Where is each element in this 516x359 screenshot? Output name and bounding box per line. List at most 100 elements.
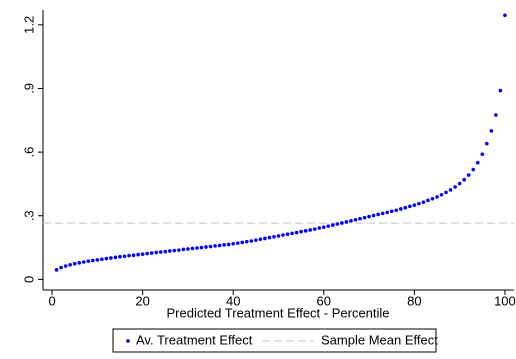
point: [86, 259, 91, 263]
point: [389, 209, 394, 214]
x-tick-label: 80: [407, 293, 421, 308]
point: [177, 248, 181, 252]
point: [54, 268, 59, 272]
point: [77, 261, 82, 265]
y-tick-label: .6: [21, 147, 36, 158]
point: [435, 195, 439, 199]
point: [136, 252, 140, 257]
point: [485, 141, 489, 146]
point: [244, 239, 249, 244]
point: [109, 256, 113, 260]
point: [276, 234, 281, 238]
x-tick-label: 100: [494, 293, 516, 308]
point: [503, 13, 507, 18]
y-tick-label: 0: [21, 276, 36, 283]
point: [231, 241, 236, 246]
point: [68, 262, 72, 267]
point: [326, 224, 331, 228]
point: [408, 204, 412, 209]
point: [380, 211, 385, 216]
point: [403, 205, 408, 210]
point: [448, 188, 453, 192]
point: [91, 258, 95, 263]
point: [494, 113, 498, 117]
point: [235, 241, 240, 245]
point: [199, 245, 204, 250]
point: [131, 253, 136, 258]
point: [195, 246, 199, 250]
point: [145, 251, 149, 256]
point: [226, 242, 231, 247]
point: [417, 201, 421, 206]
legend-label: Av. Treatment Effect: [136, 332, 253, 347]
point: [394, 208, 399, 213]
point: [118, 254, 122, 259]
point: [290, 231, 294, 236]
point: [303, 229, 308, 233]
point: [163, 249, 168, 254]
point: [122, 254, 127, 259]
point: [149, 251, 154, 255]
point: [208, 244, 213, 249]
point: [190, 246, 195, 251]
point: [217, 243, 222, 248]
point: [72, 261, 77, 266]
point: [258, 237, 263, 242]
point: [457, 181, 462, 186]
point: [385, 210, 389, 215]
point: [335, 222, 340, 226]
point: [95, 258, 100, 262]
x-tick-label: 60: [317, 293, 331, 308]
point: [294, 230, 299, 235]
point: [353, 217, 358, 222]
point: [63, 264, 68, 268]
point: [281, 233, 285, 237]
point: [285, 232, 290, 237]
point: [466, 173, 471, 177]
point: [489, 129, 494, 133]
point: [371, 213, 376, 218]
point: [140, 252, 145, 256]
point: [362, 215, 367, 220]
point: [430, 196, 435, 201]
point: [358, 216, 362, 221]
point: [376, 212, 380, 217]
point: [213, 244, 217, 248]
point: [186, 247, 190, 251]
point: [254, 238, 258, 242]
point: [471, 167, 476, 172]
point: [113, 255, 118, 260]
point: [444, 190, 448, 195]
point: [312, 227, 317, 231]
legend-marker: [126, 339, 130, 343]
point: [439, 192, 444, 197]
point: [475, 160, 480, 165]
point: [426, 198, 430, 203]
point: [81, 260, 86, 264]
point: [340, 221, 344, 225]
point: [498, 88, 503, 93]
x-tick-label: 40: [226, 293, 240, 308]
point: [181, 247, 186, 252]
point: [421, 200, 426, 204]
point: [222, 243, 226, 247]
point: [462, 177, 466, 182]
point: [321, 225, 326, 230]
point: [249, 239, 254, 243]
point: [344, 220, 349, 224]
point: [267, 235, 272, 240]
point: [263, 236, 267, 241]
point: [453, 185, 457, 189]
legend-label: Sample Mean Effect: [321, 332, 438, 347]
point: [349, 219, 353, 223]
point: [158, 250, 163, 254]
point: [299, 229, 303, 234]
point: [172, 248, 177, 253]
y-tick-label: .9: [21, 83, 36, 94]
point: [100, 257, 104, 262]
x-axis-label: Predicted Treatment Effect - Percentile: [166, 305, 389, 320]
y-tick-label: .3: [21, 210, 36, 221]
point: [398, 207, 403, 211]
point: [331, 223, 335, 227]
